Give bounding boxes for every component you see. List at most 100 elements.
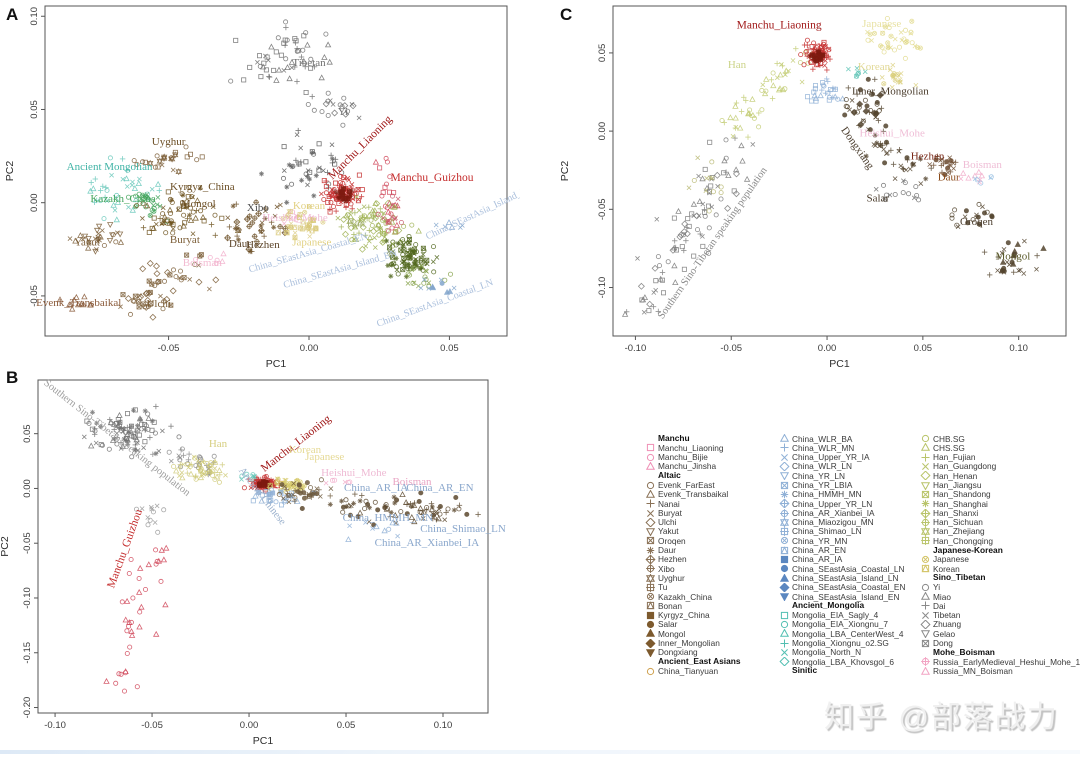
legend-column-2: China_WLR_BA China_WLR_MN China_Upper_YR_I…	[779, 434, 920, 676]
legend-item-label: Han_Zhejiang	[933, 526, 985, 537]
legend-item-label: Xibo	[658, 563, 675, 574]
legend-item-label: Dong	[933, 638, 953, 649]
population-label: Salar	[866, 193, 889, 205]
legend-item-label: CHB.SG	[933, 433, 965, 444]
y-tick-label: 0.05	[597, 44, 608, 63]
legend-item-label: Nanai	[658, 498, 680, 509]
legend-item-label: China_SEastAsia_Island_LN	[792, 572, 899, 583]
plus-marker-icon	[780, 639, 789, 648]
legend-item-label: Han_Henan	[933, 470, 978, 481]
legend-column-1: Manchu Manchu_Liaoning Manchu_Bijie Manchu_…	[645, 433, 779, 676]
y-tick-label: -0.15	[22, 642, 33, 664]
legend-item-label: Manchu_Liaoning	[658, 442, 724, 453]
legend-item-label: Han_Shanghai	[933, 498, 988, 509]
legend-item-label: Mongolia_LBA_Khovsgol_6	[792, 656, 894, 667]
legend-item: Oroqen	[645, 536, 779, 545]
population-label: China_AR_Xianbei_IA	[375, 537, 480, 549]
y-tick-label: 0.10	[29, 7, 40, 26]
y-axis-title: PC2	[559, 161, 571, 182]
y-tick-label: 0.05	[22, 424, 33, 443]
legend-item: China_SEastAsia_Coastal_EN	[779, 582, 920, 593]
panel-letter: A	[6, 5, 18, 24]
x-axis-title: PC1	[266, 358, 287, 370]
population-label: Boisman	[392, 476, 432, 488]
legend-item-label: Manchu_Jinsha	[658, 461, 717, 472]
circle-marker-icon	[646, 481, 655, 489]
population-label: Uyghur	[152, 136, 186, 148]
legend-item-label: China_SEastAsia_Coastal_EN	[792, 582, 906, 593]
legend-item-label: China_WLR_LN	[792, 461, 852, 472]
legend-item-label: Japanese	[933, 554, 969, 565]
star-marker-icon	[779, 517, 790, 527]
x-tick-label: 0.00	[818, 343, 837, 354]
legend-item: Han_Zhejiang	[920, 526, 1080, 537]
triangle-marker-icon	[779, 629, 790, 638]
legend-item: CHS.SG	[920, 443, 1080, 452]
legend-item: Hezhen	[645, 555, 779, 564]
legend-item: Inner_Mongolian	[645, 638, 779, 648]
legend-item-label: Han_Jiangsu	[933, 479, 982, 490]
legend-item: China_WLR_LN	[779, 461, 920, 472]
legend-item-label: China_AR_Xianbei_IA	[792, 507, 875, 518]
filled-circle-marker-icon	[780, 565, 789, 573]
filled-triangle-marker-icon	[645, 629, 656, 638]
legend-item: Xibo	[645, 563, 779, 574]
legend-item: China_Shimao_LN	[779, 527, 920, 536]
legend-item-label: Miao	[933, 591, 951, 602]
legend-item: Kyrgyz_China	[645, 611, 779, 620]
legend-item: China_AR_EN	[779, 546, 920, 555]
legend-item-label: Han_Fujian	[933, 452, 976, 463]
filled-triangle-marker-icon	[779, 573, 790, 582]
legend-group-header: Sinitic	[792, 665, 818, 676]
legend-item: Han_Fujian	[920, 453, 1080, 462]
circle-marker-icon	[921, 435, 930, 443]
legend-item-label: Korean	[933, 563, 960, 574]
x-marker-icon	[922, 463, 929, 470]
population-label: Mongol	[995, 250, 1030, 262]
legend-item-label: Tu	[658, 582, 668, 593]
legend-item: Han_Shanghai	[920, 499, 1080, 508]
y-axis-title: PC2	[0, 536, 11, 557]
legend-item-label: China_Shimao_LN	[792, 526, 862, 537]
triangle-down-marker-icon	[920, 481, 931, 490]
circle-plus-marker-icon	[646, 564, 655, 574]
circle-x-marker-icon	[780, 537, 789, 545]
panel-B-svg: -0.10 -0.05 0.00 0.05 0.10 0.05 0.00 -0.05 -0.10…	[0, 368, 506, 747]
legend-item-label: Uyghur	[658, 572, 685, 583]
population-label: Heishui_Mohe	[262, 212, 328, 224]
x-marker-icon	[781, 649, 788, 656]
x-tick-label: -0.10	[44, 720, 66, 731]
legend-item-label: Evenk_Transbaikal	[658, 489, 729, 500]
x-tick-label: 0.00	[240, 720, 259, 731]
star-marker-icon	[645, 573, 656, 583]
square-x-marker-icon	[921, 639, 930, 647]
triangle-marker-icon	[920, 443, 931, 452]
legend-item: Mongol	[645, 629, 779, 638]
population-label: Heishui_Mohe	[321, 467, 387, 479]
legend-item-label: Mongolia_LBA_CenterWest_4	[792, 628, 904, 639]
legend-item: Japanese	[920, 555, 1080, 564]
legend-item-label: China_YR_LN	[792, 470, 846, 481]
square-plus-marker-icon	[646, 583, 655, 592]
legend-item: Tu	[645, 583, 779, 592]
legend-item-label: Han_Shandong	[933, 489, 991, 500]
legend-item-label: China_SEastAsia_Coastal_LN	[792, 563, 905, 574]
population-label: Japanese	[292, 237, 331, 249]
legend-item-label: Zhuang	[933, 619, 962, 630]
legend-item: China_SEastAsia_Island_LN	[779, 573, 920, 582]
legend-group-header: Altaic	[658, 470, 681, 481]
legend-item: Nanai	[645, 499, 779, 508]
x-tick-label: 0.10	[1009, 343, 1028, 354]
triangle-down-marker-icon	[779, 472, 790, 481]
legend-item-label: Mongol	[658, 628, 686, 639]
y-axis-title: PC2	[4, 161, 16, 182]
population-label: Xibo	[247, 202, 270, 214]
x-tick-label: 0.05	[440, 343, 459, 354]
x-tick-label: -0.10	[625, 343, 647, 354]
legend-item: China_SEastAsia_Island_EN	[779, 592, 920, 602]
legend-item-label: China_HMMH_MN	[792, 489, 862, 500]
legend-item-label: China_YR_LBIA	[792, 479, 853, 490]
pca-panel-c: -0.10 -0.05 0.00 0.05 0.10 0.05 0.00 -0.05 -0.10…	[552, 0, 1080, 395]
population-label: Korean	[293, 200, 326, 212]
legend-item: Kazakh_China	[645, 592, 779, 601]
